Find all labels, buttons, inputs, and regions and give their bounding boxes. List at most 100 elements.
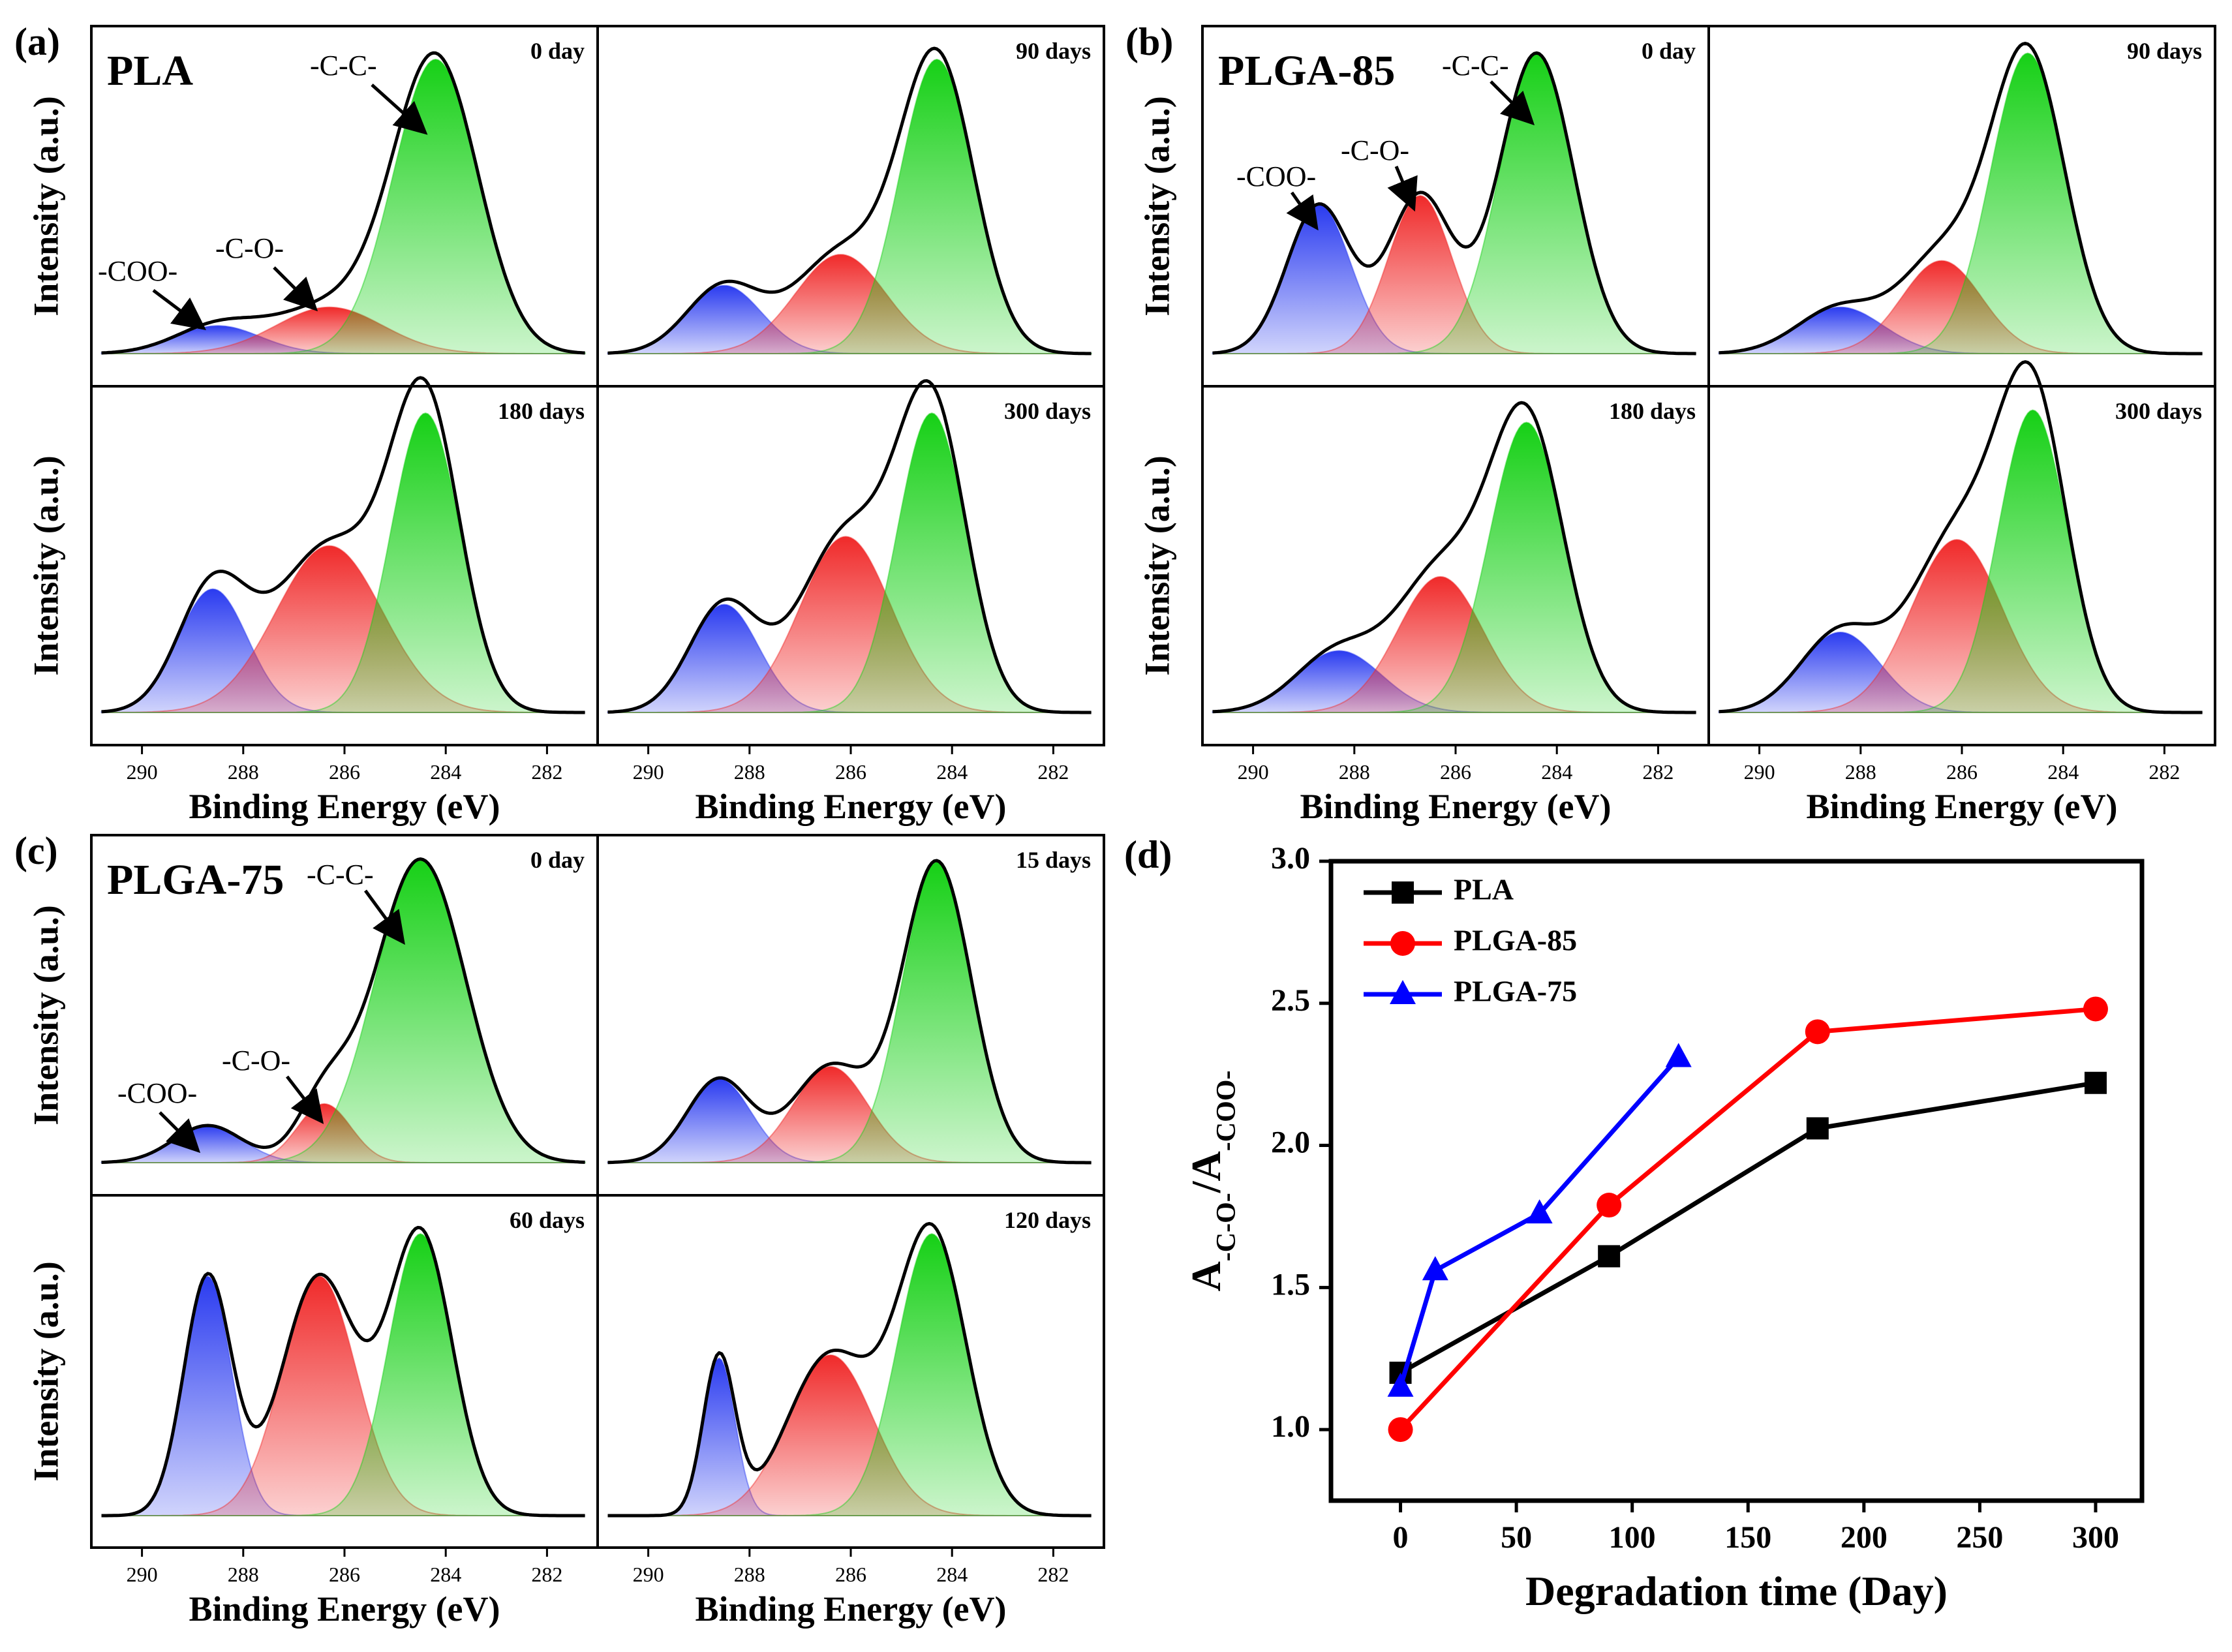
legend-marker bbox=[1392, 881, 1414, 904]
legend-label: PLGA-85 bbox=[1454, 924, 1577, 957]
panel-d: (d) 0 50 100 150 200 250 300 1.0 1.5 2.0 2.5 3.0 Degr… bbox=[1124, 833, 2145, 1614]
series-plga-75 bbox=[1387, 1043, 1692, 1397]
peak-label-coo: -COO- bbox=[117, 1077, 197, 1109]
panel-letter: (a) bbox=[14, 20, 60, 63]
series-line bbox=[1399, 1080, 2096, 1375]
x-tick-label: 290 bbox=[633, 1563, 664, 1586]
xps-subplot: 300 days bbox=[607, 379, 1092, 714]
peak-arrow-cc bbox=[1490, 80, 1535, 126]
peak-cc-fill bbox=[1212, 421, 1696, 713]
x-tick-label: 300 bbox=[2072, 1520, 2119, 1555]
y-tick-label: 2.5 bbox=[1271, 983, 1310, 1018]
data-point bbox=[1422, 1256, 1448, 1281]
x-tick-label: 200 bbox=[1841, 1520, 1888, 1555]
sample-title: PLGA-75 bbox=[107, 856, 284, 904]
peak-label-coo: -COO- bbox=[1236, 161, 1316, 192]
data-point bbox=[1806, 1117, 1829, 1140]
sample-title: PLGA-85 bbox=[1218, 47, 1395, 95]
x-tick-label: 284 bbox=[936, 760, 968, 784]
envelope-curve bbox=[607, 859, 1092, 1165]
x-axis-title: Binding Energy (eV) bbox=[695, 787, 1006, 826]
day-label: 120 days bbox=[1004, 1207, 1091, 1233]
envelope-curve bbox=[607, 46, 1092, 356]
day-label: 60 days bbox=[510, 1207, 585, 1233]
peak-label-cc: -C-C- bbox=[310, 50, 377, 82]
x-tick-label: 0 bbox=[1393, 1520, 1409, 1555]
xps-subplot: 180 days bbox=[100, 376, 585, 714]
data-point bbox=[1598, 1245, 1621, 1268]
envelope-curve bbox=[1212, 401, 1696, 714]
sample-title: PLA bbox=[107, 47, 193, 95]
x-tick-label: 286 bbox=[1440, 760, 1471, 784]
x-tick-label: 282 bbox=[1037, 1563, 1069, 1586]
x-axis-title: Binding Energy (eV) bbox=[695, 1589, 1006, 1629]
series-plga-85 bbox=[1388, 996, 2108, 1443]
x-tick-label: 288 bbox=[1845, 760, 1876, 784]
peak-arrow-cc bbox=[363, 889, 405, 945]
x-tick-label: 290 bbox=[127, 760, 158, 784]
envelope-curve bbox=[607, 379, 1092, 714]
day-label: 300 days bbox=[1004, 398, 1091, 424]
y-axis-title: Intensity (a.u.) bbox=[26, 1261, 65, 1482]
x-tick-label: 290 bbox=[1238, 760, 1269, 784]
day-label: 90 days bbox=[1016, 38, 1091, 64]
panel-c: 0 day 15 days 60 days 120 days 290 288 286 284 2… bbox=[14, 829, 1105, 1629]
plot-frame bbox=[1328, 859, 2145, 1503]
data-point bbox=[1387, 1372, 1414, 1397]
x-tick-label: 282 bbox=[531, 1563, 562, 1586]
peak-label-coo: -COO- bbox=[98, 255, 177, 287]
y-tick-label: 1.5 bbox=[1271, 1267, 1310, 1302]
panel-letter: (d) bbox=[1124, 833, 1172, 876]
series-line bbox=[1398, 1056, 1681, 1388]
x-tick-label: 284 bbox=[430, 1563, 461, 1586]
data-point bbox=[1526, 1199, 1553, 1224]
xps-subplot: 60 days bbox=[101, 1207, 585, 1518]
data-point bbox=[1665, 1043, 1692, 1067]
panel-letter: (b) bbox=[1125, 20, 1173, 63]
x-tick-label: 282 bbox=[1037, 760, 1069, 784]
legend-marker bbox=[1390, 980, 1416, 1004]
x-tick-label: 150 bbox=[1724, 1520, 1771, 1555]
peak-arrow-coo bbox=[152, 289, 206, 331]
peak-arrow-co bbox=[1387, 166, 1418, 212]
x-tick-label: 284 bbox=[430, 760, 461, 784]
envelope-curve bbox=[101, 376, 585, 714]
x-tick-label: 286 bbox=[329, 760, 360, 784]
day-label: 180 days bbox=[498, 398, 585, 424]
panel-b: 0 day 90 days 180 days 300 days 290 288 286 284… bbox=[1125, 20, 2216, 826]
x-tick-label: 286 bbox=[329, 1563, 360, 1586]
data-point bbox=[1597, 1193, 1622, 1218]
peak-cc-fill bbox=[1719, 52, 2203, 354]
envelope-curve bbox=[1719, 42, 2203, 356]
y-axis-subscript: -C-O- bbox=[1212, 1193, 1242, 1261]
xps-subplot: 90 days bbox=[607, 38, 1092, 356]
day-label: 300 days bbox=[2115, 398, 2202, 424]
series-pla bbox=[1389, 1071, 2107, 1384]
peak-co-fill bbox=[607, 1354, 1092, 1516]
x-tick-label: 288 bbox=[734, 1563, 765, 1586]
xps-subplot: 0 day bbox=[1212, 38, 1696, 356]
peak-arrow-coo bbox=[1286, 191, 1319, 231]
x-tick-label: 284 bbox=[1541, 760, 1572, 784]
y-axis-title: Intensity (a.u.) bbox=[26, 905, 65, 1125]
data-point bbox=[2083, 996, 2108, 1022]
x-tick-label: 290 bbox=[1744, 760, 1775, 784]
x-tick-label: 282 bbox=[531, 760, 562, 784]
panel-a: 0 day 90 days 180 days 300 days 290 288 286 284… bbox=[14, 20, 1105, 826]
day-label: 180 days bbox=[1609, 398, 1696, 424]
panel-letter: (c) bbox=[14, 829, 58, 872]
x-tick-label: 100 bbox=[1609, 1520, 1656, 1555]
peak-label-cc: -C-C- bbox=[1442, 50, 1509, 82]
x-tick-label: 286 bbox=[835, 760, 866, 784]
day-label: 0 day bbox=[530, 847, 585, 873]
series-line bbox=[1398, 1007, 2096, 1431]
legend-label: PLGA-75 bbox=[1454, 975, 1577, 1008]
y-tick-label: 1.0 bbox=[1271, 1409, 1310, 1444]
legend-label: PLA bbox=[1454, 873, 1514, 906]
y-tick-label: 3.0 bbox=[1271, 841, 1310, 876]
y-axis-subscript: -COO- bbox=[1212, 1071, 1242, 1152]
envelope-curve bbox=[607, 1221, 1092, 1518]
x-tick-label: 288 bbox=[228, 1563, 259, 1586]
day-label: 15 days bbox=[1016, 847, 1091, 873]
